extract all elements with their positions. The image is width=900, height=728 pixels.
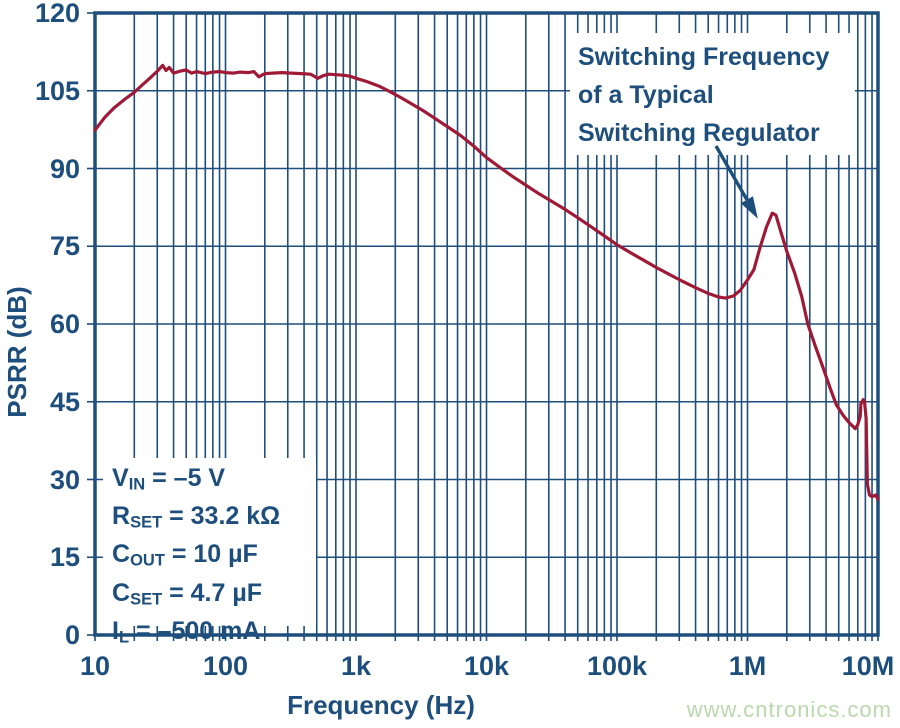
y-tick-label: 105 [34,75,80,106]
y-tick-label: 75 [49,231,80,262]
annotation-arrow-line [714,145,749,201]
y-tick-label: 45 [49,386,80,417]
psrr-curve [93,63,880,501]
x-tick-label: 10M [841,651,895,681]
y-tick-label: 30 [49,464,80,495]
annotation-line: Switching Frequency [578,43,830,71]
x-tick-label: 100k [586,651,648,681]
x-tick-label: 100 [202,651,249,681]
y-tick-label: 60 [49,309,80,339]
watermark: www.cntronics.com [686,697,892,722]
annotation-line: Switching Regulator [578,119,820,147]
condition-rset: RSET = 33.2 kΩ [112,502,281,532]
y-tick-label: 120 [34,0,80,28]
condition-il: IL = –500 mA [112,616,261,647]
x-tick-label: 1M [728,651,767,681]
y-tick-label: 90 [49,153,80,184]
y-tick-label: 0 [64,620,80,650]
annotation-background [570,33,855,155]
y-axis-title: PSRR (dB) [2,286,32,418]
annotation-arrowhead-icon [740,196,758,219]
x-tick-label: 1k [340,651,372,681]
annotation-line: of a Typical [578,81,714,109]
condition-cset: CSET = 4.7 µF [112,578,263,609]
condition-vin: VIN = –5 V [112,464,226,494]
x-tick-label: 10 [79,651,111,681]
conditions-box: VIN = –5 V RSET = 33.2 kΩ COUT = 10 µF C… [112,463,280,654]
condition-cout: COUT = 10 µF [112,540,258,571]
conditions-background [103,458,316,626]
x-tick-label: 10k [463,651,510,681]
y-tick-label: 15 [49,542,80,573]
plot-frame [93,11,880,637]
x-axis-title: Frequency (Hz) [287,690,475,720]
annotation-text: Switching Frequency of a Typical Switchi… [578,38,829,152]
